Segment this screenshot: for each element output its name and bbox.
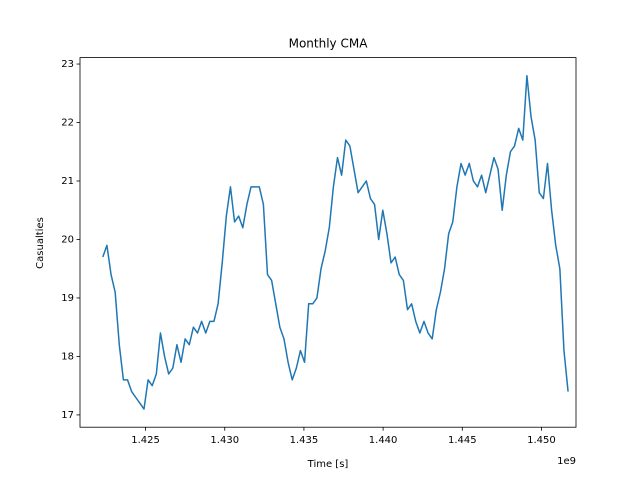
chart-title: Monthly CMA [289, 37, 369, 51]
x-tick-label: 1.445 [448, 435, 477, 446]
x-tick-label: 1.435 [290, 435, 319, 446]
axes-frame [79, 57, 577, 428]
y-tick-label: 20 [61, 234, 74, 245]
y-tick-label: 21 [61, 176, 74, 187]
data-line [102, 74, 569, 410]
y-tick-label: 18 [61, 351, 74, 362]
x-axis-label: Time [s] [307, 459, 349, 470]
y-tick-label: 17 [61, 410, 74, 421]
y-axis-label: Casualties [35, 217, 46, 269]
y-tick-label: 19 [61, 293, 74, 304]
x-tick-label: 1.450 [527, 435, 556, 446]
x-tick-label: 1.440 [369, 435, 398, 446]
x-tick-label: 1.430 [210, 435, 239, 446]
y-tick-label: 22 [61, 118, 74, 129]
y-tick-label: 23 [61, 59, 74, 70]
x-offset-label: 1e9 [557, 456, 576, 467]
x-tick-label: 1.425 [131, 435, 160, 446]
